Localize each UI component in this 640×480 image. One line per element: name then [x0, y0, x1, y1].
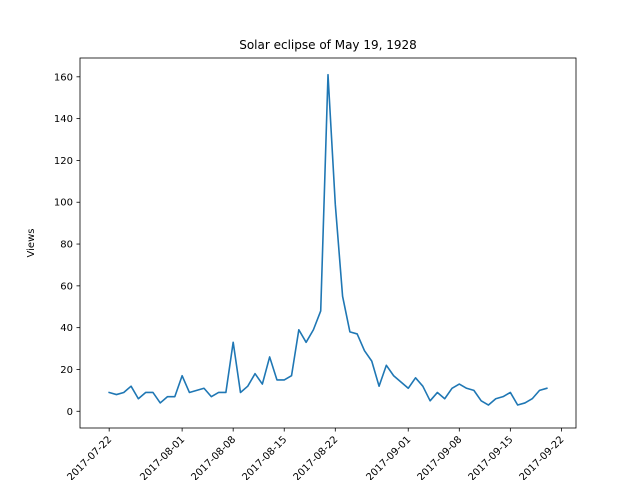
y-tick-label: 0	[67, 407, 73, 418]
y-tick-label: 20	[60, 365, 73, 376]
plot-area-frame	[79, 57, 577, 429]
y-tick-label: 60	[60, 281, 73, 292]
x-tick-label: 2017-08-01	[138, 434, 187, 480]
x-tick-label: 2017-09-01	[364, 434, 413, 480]
x-tick-label: 2017-09-08	[416, 434, 465, 480]
x-tick-label: 2017-08-22	[292, 434, 341, 480]
x-tick-label: 2017-08-08	[189, 434, 238, 480]
y-tick-label: 80	[60, 240, 73, 251]
y-tick-label: 100	[54, 198, 73, 209]
series-line	[108, 73, 548, 406]
x-tick-label: 2017-07-22	[65, 434, 114, 480]
y-axis-label: Views	[26, 229, 37, 258]
y-tick-label: 40	[60, 323, 73, 334]
y-tick-label: 160	[54, 72, 73, 83]
y-tick-label: 140	[54, 114, 73, 125]
x-axis: 2017-07-22 2017-08-01 2017-08-08 2017-08-15…	[65, 428, 567, 480]
x-tick-label: 2017-09-15	[467, 434, 516, 480]
x-tick-label: 2017-09-22	[518, 434, 567, 480]
y-tick-label: 120	[54, 156, 73, 167]
chart-title: Solar eclipse of May 19, 1928	[239, 38, 417, 52]
y-axis: 0 20 40 60 80 100 120 140 160	[54, 72, 80, 418]
x-tick-label: 2017-08-15	[240, 434, 289, 480]
